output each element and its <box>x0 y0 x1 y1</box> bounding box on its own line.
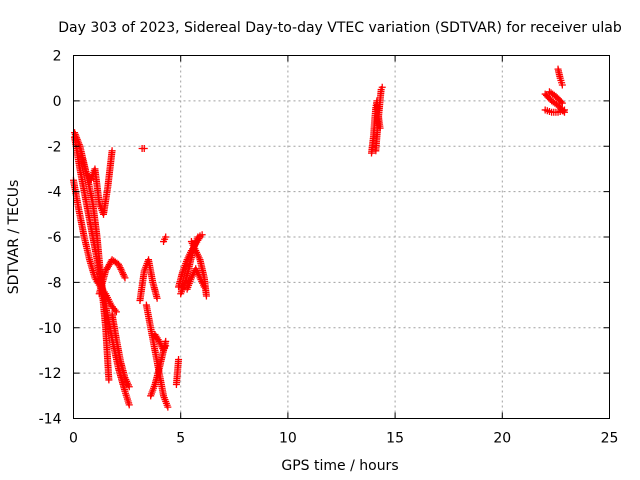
data-point <box>112 308 120 316</box>
series-arc-q <box>183 265 208 293</box>
series-arc-k <box>151 331 170 354</box>
data-point <box>558 81 566 89</box>
series-arc-w <box>545 88 566 107</box>
x-tick-label: 10 <box>279 431 297 447</box>
data-point <box>559 107 567 115</box>
data-point <box>162 233 170 241</box>
data-point <box>198 231 206 239</box>
data-point <box>153 294 161 302</box>
series-arc-i <box>142 301 172 411</box>
series-arc-h <box>136 256 161 305</box>
data-point <box>105 376 113 384</box>
y-tick-label: -2 <box>48 139 62 155</box>
series-arc-g <box>138 145 148 153</box>
grid <box>73 55 610 419</box>
series-arc-m <box>172 356 183 388</box>
x-axis-label: GPS time / hours <box>281 458 398 474</box>
data-point <box>125 401 133 409</box>
series-arc-e <box>95 256 129 298</box>
x-tick-label: 5 <box>176 431 185 447</box>
x-tick-label: 20 <box>493 431 511 447</box>
data-point <box>140 145 148 153</box>
x-tick-label: 0 <box>69 431 78 447</box>
series-arc-l <box>160 233 170 246</box>
data-point <box>175 356 183 364</box>
data-points <box>70 65 568 411</box>
y-tick-label: 0 <box>53 94 62 110</box>
data-point <box>558 99 566 107</box>
series-arc-v <box>554 65 566 89</box>
y-tick-label: -12 <box>39 366 62 382</box>
y-tick-label: -10 <box>39 321 62 337</box>
y-tick-label: -8 <box>48 275 62 291</box>
y-tick-label: -4 <box>48 185 62 201</box>
y-axis-label: SDTVAR / TECUs <box>6 180 22 295</box>
chart-title: Day 303 of 2023, Sidereal Day-to-day VTE… <box>58 20 622 36</box>
data-point <box>200 283 208 291</box>
x-tick-label: 25 <box>601 431 619 447</box>
series-arc-s <box>372 83 386 155</box>
data-point <box>164 403 172 411</box>
series-arc-u <box>541 90 568 116</box>
y-tick-label: 2 <box>53 49 62 65</box>
data-point <box>121 274 129 282</box>
data-point <box>202 292 210 300</box>
data-point <box>378 83 386 91</box>
y-tick-label: -14 <box>39 412 62 428</box>
y-tick-label: -6 <box>48 230 62 246</box>
data-point <box>108 147 116 155</box>
data-point <box>557 98 565 106</box>
ticks: 0 5 10 15 20 25 -14 -12 -10 -8 -6 -4 -2 0 2 <box>39 49 619 447</box>
data-point <box>162 342 170 350</box>
series-arc-d <box>78 147 116 218</box>
data-point <box>560 108 568 116</box>
x-tick-label: 15 <box>386 431 404 447</box>
series-arc-f <box>108 310 133 391</box>
data-point <box>125 383 133 391</box>
